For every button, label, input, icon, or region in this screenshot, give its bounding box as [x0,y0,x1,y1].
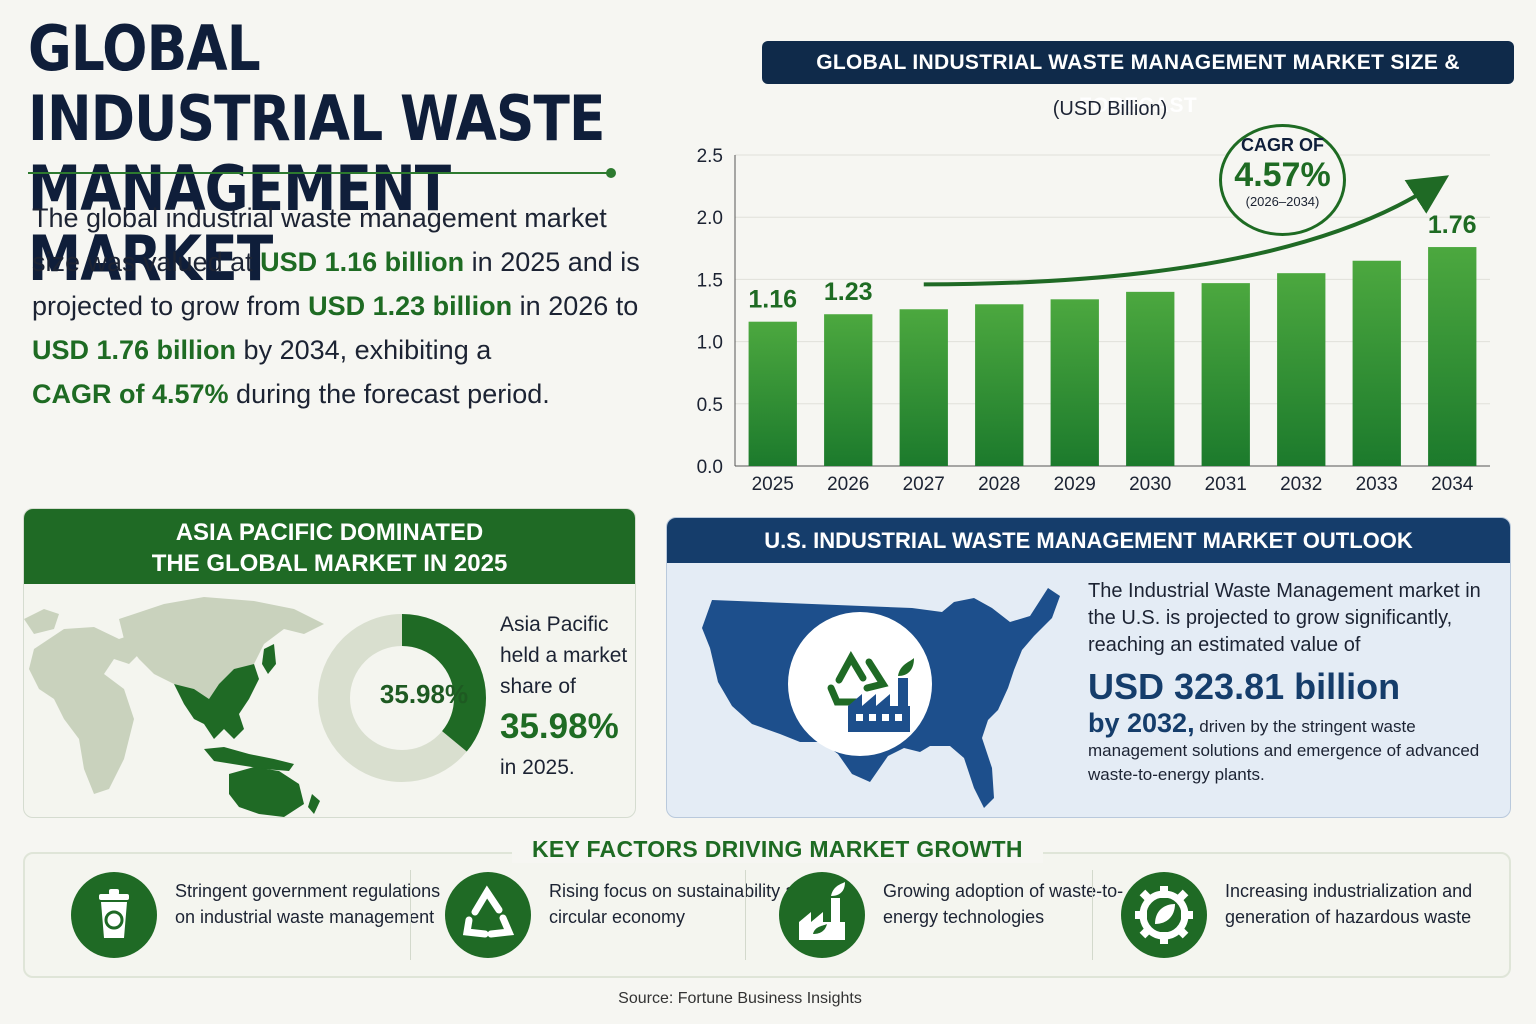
factory-icon [848,658,914,732]
donut-asia-segment [318,614,486,782]
asia-share-donut [318,614,486,782]
data-label: 1.16 [748,286,797,314]
summary-text: by 2034, exhibiting a [236,335,492,365]
factor-text: Increasing industrialization and generat… [1225,881,1473,927]
bar [824,314,873,466]
summary-text: The global industrial waste management m… [32,203,607,277]
title-divider-dot [606,168,616,178]
cagr-badge: CAGR OF 4.57% (2026–2034) [1219,124,1346,236]
summary-text: in 2026 to [512,291,639,321]
bar [1277,273,1326,466]
gear-leaf-icon [1121,872,1207,958]
trend-arrow [923,175,1450,287]
factor-divider [410,870,411,960]
x-tick-label: 2030 [1129,474,1171,495]
x-tick-label: 2032 [1280,474,1322,495]
world-map-north-america [24,609,59,634]
key-factors-title: KEY FACTORS DRIVING MARKET GROWTH [512,836,1043,863]
x-tick-label: 2033 [1356,474,1398,495]
asia-share-value: 35.98% [500,707,619,746]
page-title: GLOBAL INDUSTRIAL WASTE MANAGEMENT MARKE… [28,14,630,294]
us-market-value: USD 323.81 billion [1088,666,1401,707]
asia-heading-line-2: THE GLOBAL MARKET IN 2025 [151,550,508,577]
factor-divider [1092,870,1093,960]
bar [975,304,1024,466]
x-tick-label: 2031 [1205,474,1247,495]
us-outlook-text: The Industrial Waste Management market i… [1088,578,1508,787]
asia-share-year: in 2025. [500,756,575,779]
waste-to-energy-factory-icon [779,872,865,958]
x-tick-label: 2028 [978,474,1020,495]
us-outlook-detail: by 2032, driven by the stringent waste m… [1088,708,1508,787]
us-outlook-drivers: driven by the stringent waste management… [1088,717,1480,784]
key-factors-panel [23,852,1511,978]
y-tick-label: 1.5 [697,270,723,291]
recycle-badge-circle [788,612,932,756]
summary-highlight: USD 1.16 billion [260,247,465,277]
cagr-badge-value: 4.57% [1234,156,1331,194]
x-tick-label: 2026 [827,474,869,495]
asia-panel-heading: ASIA PACIFIC DOMINATED THE GLOBAL MARKET… [24,509,635,584]
summary-highlight: USD 1.76 billion [32,335,237,365]
chart-title-banner: GLOBAL INDUSTRIAL WASTE MANAGEMENT MARKE… [762,41,1514,117]
bar [1050,299,1099,466]
x-tick-label: 2034 [1431,474,1474,495]
us-panel-heading: U.S. INDUSTRIAL WASTE MANAGEMENT MARKET … [667,518,1510,563]
recycle-icon [827,650,889,706]
world-map-asia-highlight [24,597,324,817]
title-line-1: GLOBAL INDUSTRIAL WASTE [28,12,605,155]
recycle-bin-icon [71,872,157,958]
donut-center-value: 35.98% [379,679,469,709]
bar [1352,260,1401,466]
bar [1126,291,1175,466]
summary-paragraph: The global industrial waste management m… [32,196,652,416]
factor-text: Rising focus on sustainability and circu… [549,881,816,927]
market-size-bar-chart: 0.0 0.5 1.0 1.5 2.0 2.5 2025 2026 2027 2028 2029 20… [697,146,1490,495]
asia-share-text: Asia Pacific held a market share of 35.9… [500,609,635,783]
title-line-2: MANAGEMENT MARKET [28,152,451,295]
us-map [702,588,1060,808]
asia-pacific-panel: ASIA PACIFIC DOMINATED THE GLOBAL MARKET… [23,508,636,818]
world-map-europe-africa [29,627,144,794]
y-tick-label: 1.0 [697,333,723,354]
y-tick-label: 2.5 [697,146,723,167]
data-label: 1.76 [1428,211,1477,239]
summary-text: during the forecast period. [228,379,550,409]
asia-share-intro: Asia Pacific held a market share of [500,613,628,698]
world-map-russia-china [119,597,324,699]
summary-text: in 2025 and is projected to grow from [32,247,640,321]
bar [748,321,797,466]
world-map-new-zealand [308,794,320,814]
x-tick-label: 2029 [1054,474,1096,495]
recycle-arrows-icon [445,872,531,958]
factor-text: Stringent government regulations on indu… [175,881,441,927]
world-map-asia-pacific [174,664,259,739]
bar [899,309,948,466]
x-tick-label: 2025 [752,474,794,495]
cagr-badge-period: (2026–2034) [1245,194,1320,209]
title-divider [28,172,612,174]
chart-unit-label: (USD Billion) [1052,98,1168,120]
world-map-indonesia [204,747,294,771]
source-note: Source: Fortune Business Insights [618,990,862,1007]
bar [1201,283,1250,466]
summary-highlight: USD 1.23 billion [308,291,513,321]
y-tick-label: 2.0 [697,208,723,229]
us-outlook-intro: The Industrial Waste Management market i… [1088,580,1481,656]
factor-text: Growing adoption of waste-to-energy tech… [883,881,1124,927]
summary-highlight: CAGR of 4.57% [32,379,229,409]
us-target-year: by 2032, [1088,708,1195,738]
y-tick-label: 0.5 [697,395,723,416]
x-tick-label: 2027 [903,474,945,495]
bar [1428,247,1477,466]
cagr-badge-label: CAGR OF [1241,135,1324,155]
factor-divider [745,870,746,960]
y-tick-label: 0.0 [697,457,723,478]
world-map-australia [229,767,304,817]
us-outlook-panel: U.S. INDUSTRIAL WASTE MANAGEMENT MARKET … [666,517,1511,818]
world-map-japan [262,644,276,674]
asia-heading-line-1: ASIA PACIFIC DOMINATED [175,519,484,546]
data-label: 1.23 [824,278,873,306]
